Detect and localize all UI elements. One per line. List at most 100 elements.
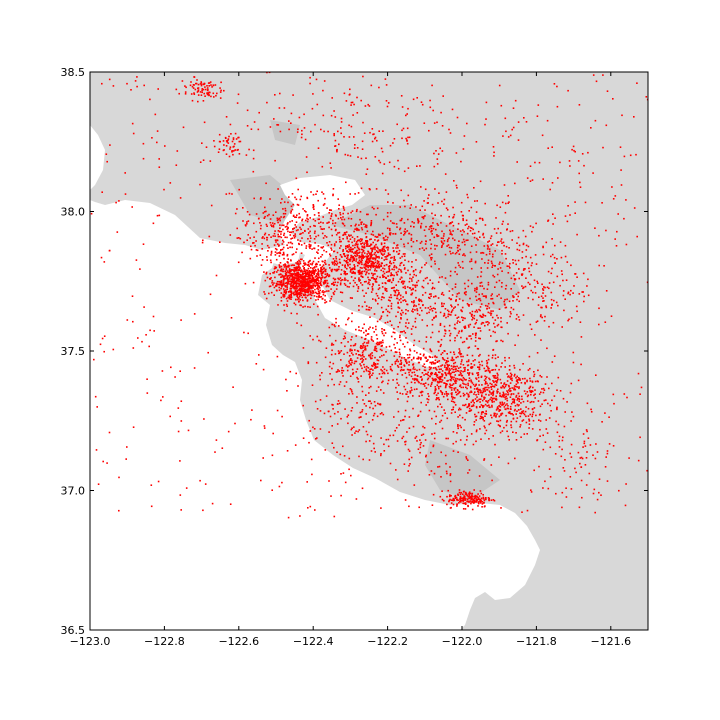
quake-point <box>317 218 320 221</box>
quake-point <box>416 312 419 315</box>
quake-point <box>312 287 314 289</box>
quake-point <box>396 440 399 442</box>
quake-point <box>208 82 211 84</box>
quake-point <box>552 281 555 284</box>
quake-point <box>393 264 396 267</box>
quake-point <box>342 238 344 240</box>
quake-point <box>381 248 384 251</box>
quake-point <box>343 218 346 221</box>
quake-point <box>359 266 362 269</box>
quake-point <box>508 389 510 391</box>
quake-point <box>293 294 295 296</box>
quake-point <box>342 369 345 372</box>
quake-point <box>304 296 307 299</box>
quake-point <box>298 216 300 219</box>
quake-point <box>482 314 485 317</box>
quake-point <box>316 190 318 193</box>
quake-point <box>412 325 414 328</box>
quake-point <box>316 287 318 290</box>
quake-point <box>479 282 482 284</box>
quake-point <box>539 374 541 377</box>
quake-point <box>505 306 508 309</box>
quake-point <box>401 129 403 132</box>
quake-point <box>400 360 402 362</box>
quake-point <box>494 412 496 415</box>
quake-point <box>380 269 382 272</box>
quake-point <box>303 285 305 288</box>
quake-point <box>333 383 335 386</box>
quake-point <box>401 309 403 312</box>
quake-point <box>325 395 328 397</box>
quake-point <box>365 305 368 307</box>
quake-point <box>266 256 268 258</box>
quake-point <box>273 244 276 246</box>
quake-point <box>460 501 462 503</box>
quake-point <box>378 284 380 286</box>
quake-point <box>428 194 430 196</box>
quake-point <box>365 280 367 283</box>
quake-point <box>222 140 225 142</box>
quake-point <box>404 358 406 361</box>
quake-point <box>276 283 278 286</box>
quake-point <box>381 286 384 288</box>
quake-point <box>459 424 461 427</box>
quake-point <box>372 230 374 233</box>
quake-point <box>398 351 401 354</box>
quake-point <box>453 397 456 399</box>
quake-point <box>285 274 287 276</box>
quake-point <box>517 382 519 384</box>
quake-point <box>269 221 272 224</box>
quake-point <box>450 384 452 387</box>
quake-point <box>270 277 272 279</box>
quake-point <box>300 228 302 231</box>
quake-point <box>297 282 300 285</box>
quake-point <box>280 300 283 302</box>
quake-point <box>340 273 342 276</box>
quake-point <box>552 321 555 324</box>
quake-point <box>370 291 373 293</box>
quake-point <box>304 290 307 292</box>
quake-point <box>325 268 327 271</box>
quake-point <box>440 222 442 224</box>
quake-point <box>214 84 217 86</box>
quake-point <box>319 428 322 430</box>
quake-point <box>525 406 527 408</box>
quake-point <box>509 267 511 269</box>
quake-point <box>499 395 501 397</box>
quake-point <box>457 228 459 230</box>
quake-point <box>461 316 463 319</box>
quake-point <box>357 350 360 353</box>
quake-point <box>227 138 230 140</box>
quake-point <box>376 338 379 340</box>
quake-point <box>385 282 387 285</box>
quake-point <box>491 243 494 245</box>
quake-point <box>397 366 400 368</box>
quake-point <box>219 87 221 89</box>
quake-point <box>406 368 409 371</box>
quake-point <box>474 398 477 400</box>
quake-point <box>558 435 561 438</box>
quake-point <box>432 307 435 309</box>
quake-point <box>470 380 472 383</box>
quake-point <box>428 293 431 295</box>
quake-point <box>326 279 328 282</box>
quake-point <box>304 263 307 265</box>
quake-point <box>503 387 506 389</box>
quake-point <box>497 424 500 426</box>
quake-point <box>336 370 339 373</box>
quake-point <box>479 417 482 420</box>
quake-point <box>473 424 475 426</box>
quake-point <box>307 277 310 280</box>
quake-point <box>471 492 474 495</box>
quake-point <box>509 390 511 393</box>
quake-point <box>265 271 268 274</box>
quake-point <box>352 353 354 356</box>
quake-point <box>512 308 515 311</box>
quake-point <box>431 230 433 232</box>
quake-point <box>345 260 348 263</box>
quake-point <box>535 321 538 323</box>
quake-point <box>489 370 491 372</box>
quake-point <box>494 265 496 267</box>
quake-point <box>299 299 301 301</box>
quake-point <box>301 278 304 281</box>
